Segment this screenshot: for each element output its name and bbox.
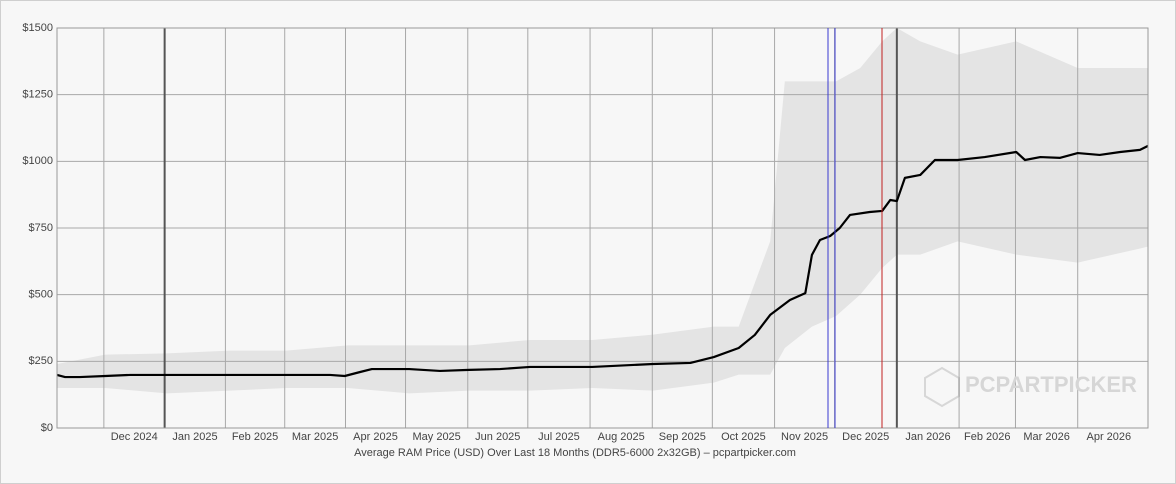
plot-area <box>56 27 1149 429</box>
x-tick-label: Mar 2026 <box>1023 431 1069 443</box>
y-tick-label: $500 <box>29 289 53 301</box>
x-tick-label: Feb 2025 <box>232 431 278 443</box>
y-tick-label: $1500 <box>22 22 53 34</box>
x-tick-label: May 2025 <box>412 431 460 443</box>
average-price-line <box>56 144 1149 379</box>
y-tick-label: $250 <box>29 355 53 367</box>
y-tick-label: $1250 <box>22 89 53 101</box>
plot-border <box>56 27 1149 429</box>
x-tick-label: Oct 2025 <box>721 431 766 443</box>
x-tick-label: Mar 2025 <box>292 431 338 443</box>
x-tick-label: Sep 2025 <box>659 431 706 443</box>
y-tick-label: $0 <box>41 422 53 434</box>
logo-icon <box>924 366 960 408</box>
x-tick-label: Apr 2025 <box>353 431 398 443</box>
x-tick-label: Jul 2025 <box>538 431 580 443</box>
watermark: PCPARTPICKER <box>965 372 1137 397</box>
x-tick-label: Jan 2025 <box>172 431 217 443</box>
y-tick-label: $750 <box>29 222 53 234</box>
x-tick-label: Apr 2026 <box>1086 431 1131 443</box>
x-tick-label: Jan 2026 <box>905 431 950 443</box>
x-tick-label: Feb 2026 <box>964 431 1010 443</box>
x-tick-label: Aug 2025 <box>598 431 645 443</box>
x-tick-label: Dec 2025 <box>842 431 889 443</box>
x-tick-label: Dec 2024 <box>111 431 158 443</box>
price-range <box>57 28 1148 394</box>
x-tick-label: Nov 2025 <box>781 431 828 443</box>
x-axis-label: Average RAM Price (USD) Over Last 18 Mon… <box>354 447 796 459</box>
watermark-logo <box>924 366 960 408</box>
event-markers <box>827 28 883 428</box>
y-tick-label: $1000 <box>22 155 53 167</box>
x-tick-label: Jun 2025 <box>475 431 520 443</box>
